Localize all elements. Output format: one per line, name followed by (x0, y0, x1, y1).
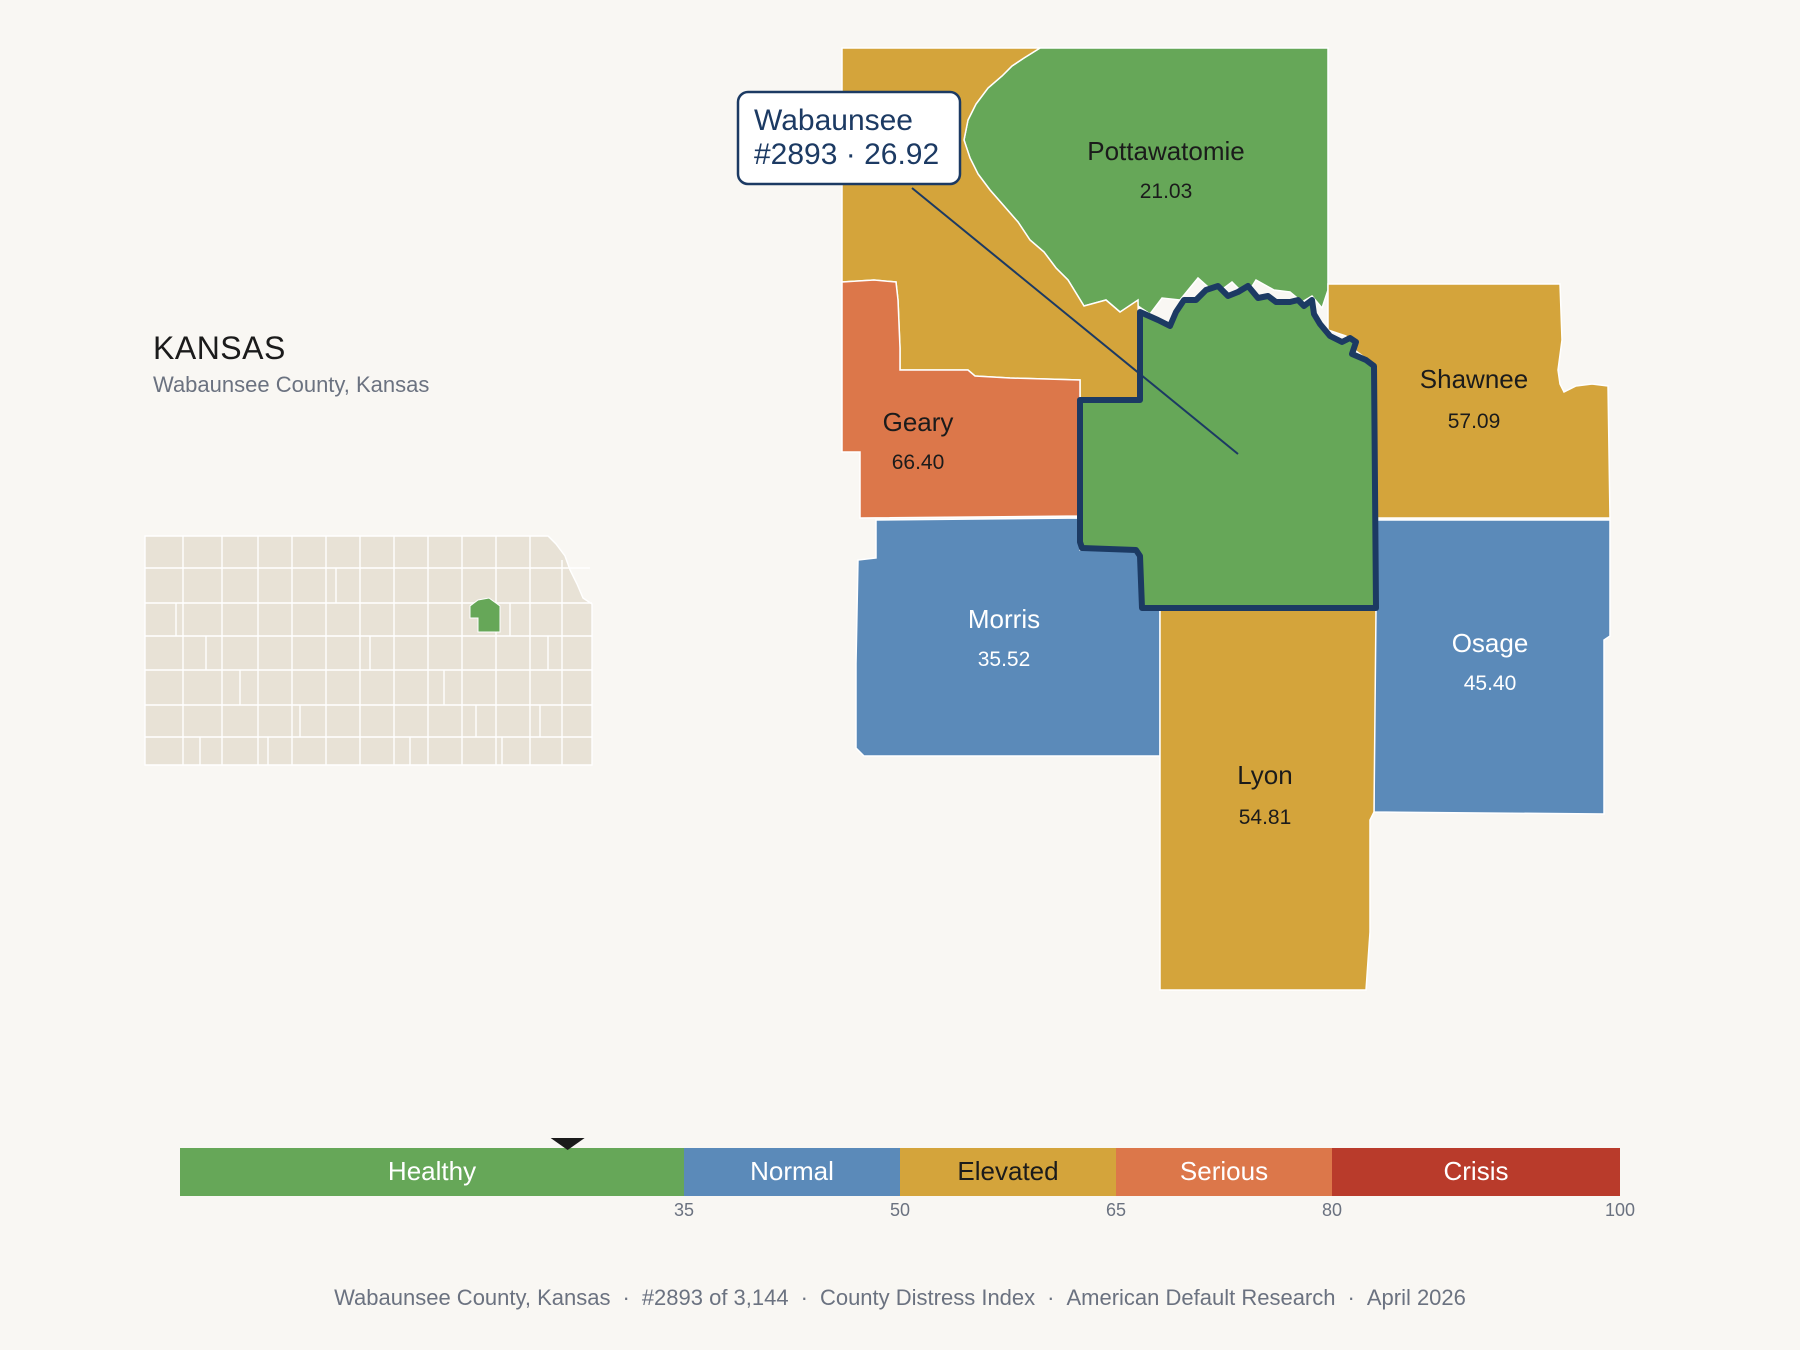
legend-segment-elevated (900, 1148, 1116, 1196)
callout-county-name: Wabaunsee (754, 104, 913, 137)
county-value-geary: 66.40 (892, 451, 945, 474)
state-subtitle: Wabaunsee County, Kansas (153, 372, 430, 397)
callout-rank-score: #2893 · 26.92 (754, 138, 939, 171)
legend-label-healthy: Healthy (388, 1156, 476, 1186)
legend-segment-normal (684, 1148, 900, 1196)
legend-tick-label: 35 (674, 1200, 694, 1220)
inset-wabaunsee-highlight (469, 597, 501, 633)
footer: Wabaunsee County, Kansas · #2893 of 3,144 ·… (0, 1285, 1800, 1311)
footer-separator: · (622, 1285, 630, 1310)
footer-date: April 2026 (1366, 1285, 1466, 1310)
footer-rank: #2893 of 3,144 (641, 1285, 789, 1310)
county-label-morris: Morris (968, 604, 1040, 634)
county-osage[interactable] (1373, 519, 1611, 815)
legend-tick-label: 50 (890, 1200, 910, 1220)
county-label-pottawatomie: Pottawatomie (1087, 136, 1245, 166)
legend-label-elevated: Elevated (957, 1156, 1058, 1186)
county-value-pottawatomie: 21.03 (1140, 180, 1193, 203)
county-lyon[interactable] (1159, 609, 1377, 991)
county-morris[interactable] (855, 517, 1161, 757)
county-label-geary: Geary (883, 407, 954, 437)
county-value-shawnee: 57.09 (1448, 410, 1501, 433)
footer-separator: · (1047, 1285, 1055, 1310)
footer-separator: · (800, 1285, 808, 1310)
legend-segment-crisis (1332, 1148, 1620, 1196)
distress-legend: Healthy Normal Elevated Serious Crisis 35 50 65… (180, 1138, 1635, 1220)
footer-source: American Default Research (1066, 1285, 1336, 1310)
state-title: KANSAS (153, 330, 286, 366)
county-label-osage: Osage (1452, 628, 1529, 658)
legend-label-crisis: Crisis (1444, 1156, 1509, 1186)
footer-separator: · (1347, 1285, 1355, 1310)
kansas-inset-map (144, 535, 593, 766)
callout-box (736, 90, 962, 186)
county-value-osage: 45.40 (1464, 672, 1517, 695)
county-label-lyon: Lyon (1237, 760, 1292, 790)
legend-segment-serious (1116, 1148, 1332, 1196)
footer-county: Wabaunsee County, Kansas (334, 1285, 611, 1310)
legend-tick-label: 100 (1605, 1200, 1635, 1220)
legend-segment-healthy (180, 1148, 684, 1196)
callout-leader-line (911, 187, 1239, 455)
legend-label-serious: Serious (1180, 1156, 1268, 1186)
legend-label-normal: Normal (750, 1156, 834, 1186)
footer-index: County Distress Index (819, 1285, 1036, 1310)
county-geary[interactable] (841, 279, 1081, 519)
legend-tick-label: 80 (1322, 1200, 1342, 1220)
legend-marker-icon (550, 1138, 585, 1150)
county-value-morris: 35.52 (978, 648, 1031, 671)
legend-tick-label: 65 (1106, 1200, 1126, 1220)
county-label-shawnee: Shawnee (1420, 364, 1528, 394)
county-value-lyon: 54.81 (1239, 806, 1292, 829)
